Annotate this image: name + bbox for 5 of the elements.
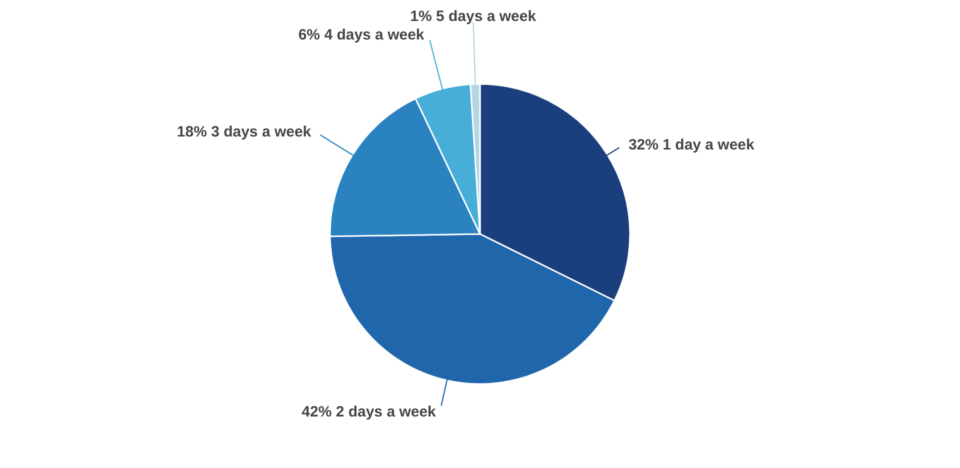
slice-label: 42% 2 days a week bbox=[302, 404, 437, 421]
slice-label: 1% 5 days a week bbox=[410, 8, 537, 26]
slice-label: 32% 1 day a week bbox=[628, 136, 756, 154]
slice-label: 18% 3 days a week bbox=[176, 124, 312, 141]
slice-label: 6% 4 days a week bbox=[298, 26, 425, 44]
